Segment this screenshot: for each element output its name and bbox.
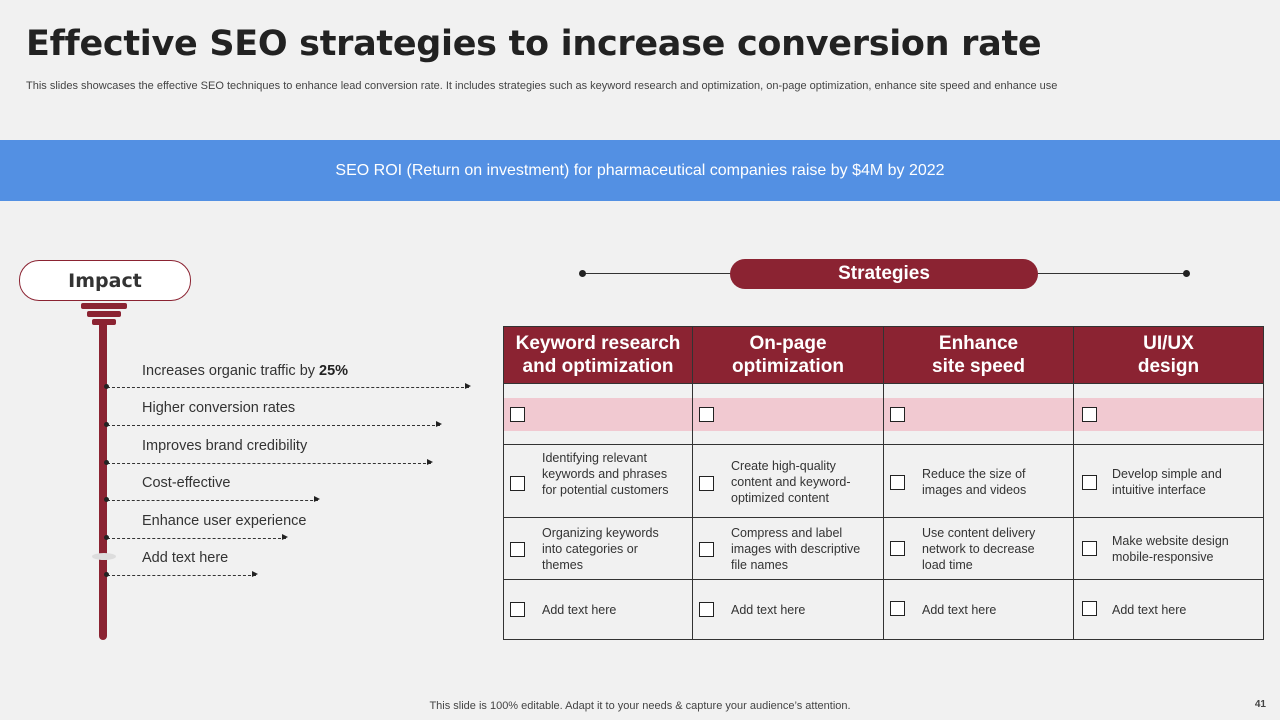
table-cell: Add text here (922, 603, 997, 617)
column-header-speed: Enhance site speed (932, 333, 1025, 377)
pillar-cap (81, 303, 127, 309)
checkbox[interactable] (699, 542, 714, 557)
pillar-marker (92, 553, 116, 560)
table-cell: Identifying relevant keywords and phrase… (542, 451, 669, 497)
impact-arrow (104, 421, 442, 427)
table-cell: Create high-quality content and keyword-… (731, 459, 851, 505)
checkbox[interactable] (1082, 541, 1097, 556)
checkbox[interactable] (510, 407, 525, 422)
impact-arrow (104, 459, 433, 465)
slide-title: Effective SEO strategies to increase con… (26, 24, 1042, 64)
checkbox[interactable] (699, 407, 714, 422)
table-cell: Add text here (1112, 603, 1187, 617)
checkbox[interactable] (699, 476, 714, 491)
table-cell: Use content delivery network to decrease… (922, 526, 1036, 572)
table-cell: Compress and label images with descripti… (731, 526, 861, 572)
impact-item: Cost-effective (142, 475, 231, 491)
table-cell: Add text here (731, 603, 806, 617)
checkbox[interactable] (1082, 407, 1097, 422)
checkbox[interactable] (1082, 475, 1097, 490)
connector-dot (579, 270, 586, 277)
table-cell: Add text here (542, 603, 617, 617)
roi-banner: SEO ROI (Return on investment) for pharm… (0, 140, 1280, 201)
table-cell: Develop simple and intuitive interface (1112, 467, 1222, 497)
checkbox[interactable] (890, 475, 905, 490)
checkbox[interactable] (890, 541, 905, 556)
table-cell: Organizing keywords into categories or t… (542, 526, 659, 572)
checkbox[interactable] (510, 602, 525, 617)
slide-subtitle: This slides showcases the effective SEO … (26, 80, 1058, 92)
impact-item: Improves brand credibility (142, 438, 308, 454)
table-cell: Reduce the size of images and videos (922, 467, 1027, 497)
checkbox[interactable] (510, 542, 525, 557)
impact-pillar (99, 322, 107, 640)
impact-arrow (104, 383, 471, 389)
column-header-uiux: UI/UX design (1137, 333, 1200, 377)
table-cell: Make website design mobile-responsive (1112, 534, 1229, 564)
impact-item-highlight: 25% (319, 363, 349, 379)
checkbox[interactable] (890, 601, 905, 616)
column-divider (1073, 327, 1074, 639)
impact-arrow (104, 496, 320, 502)
checkbox[interactable] (699, 602, 714, 617)
strategies-table: Keyword research and optimization On-pag… (503, 326, 1264, 640)
impact-arrow (104, 571, 258, 577)
impact-item: Increases organic traffic by 25% (142, 363, 348, 379)
impact-label: Impact (19, 260, 191, 301)
column-divider (692, 327, 693, 639)
connector-dot (1183, 270, 1190, 277)
impact-item-text: Increases organic traffic by (142, 363, 320, 379)
checkbox[interactable] (1082, 601, 1097, 616)
checkbox[interactable] (890, 407, 905, 422)
strategies-label: Strategies (730, 259, 1038, 289)
column-header-keyword: Keyword research and optimization (515, 333, 681, 377)
impact-item: Enhance user experience (142, 513, 307, 529)
column-divider (883, 327, 884, 639)
column-header-onpage: On-page optimization (732, 333, 844, 377)
impact-arrow (104, 534, 288, 540)
checkbox[interactable] (510, 476, 525, 491)
impact-item: Add text here (142, 550, 229, 566)
pillar-cap (87, 311, 121, 317)
page-number: 41 (1254, 699, 1266, 710)
slide-footer: This slide is 100% editable. Adapt it to… (429, 700, 851, 712)
impact-item: Higher conversion rates (142, 400, 296, 416)
